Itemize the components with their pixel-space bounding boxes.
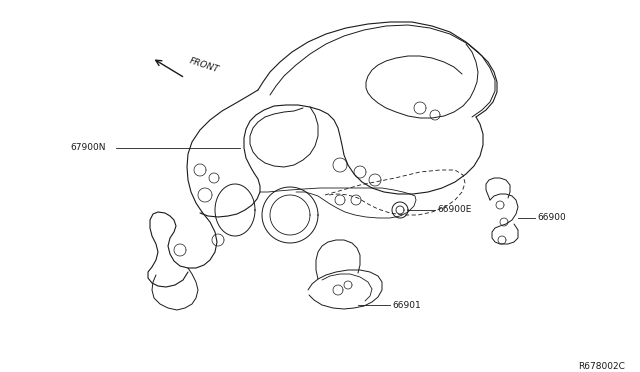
Text: R678002C: R678002C (578, 362, 625, 371)
Text: 67900N: 67900N (70, 144, 106, 153)
Text: 66901: 66901 (392, 301, 420, 310)
Text: FRONT: FRONT (188, 56, 220, 74)
Text: 66900E: 66900E (437, 205, 472, 215)
Text: 66900: 66900 (537, 214, 566, 222)
